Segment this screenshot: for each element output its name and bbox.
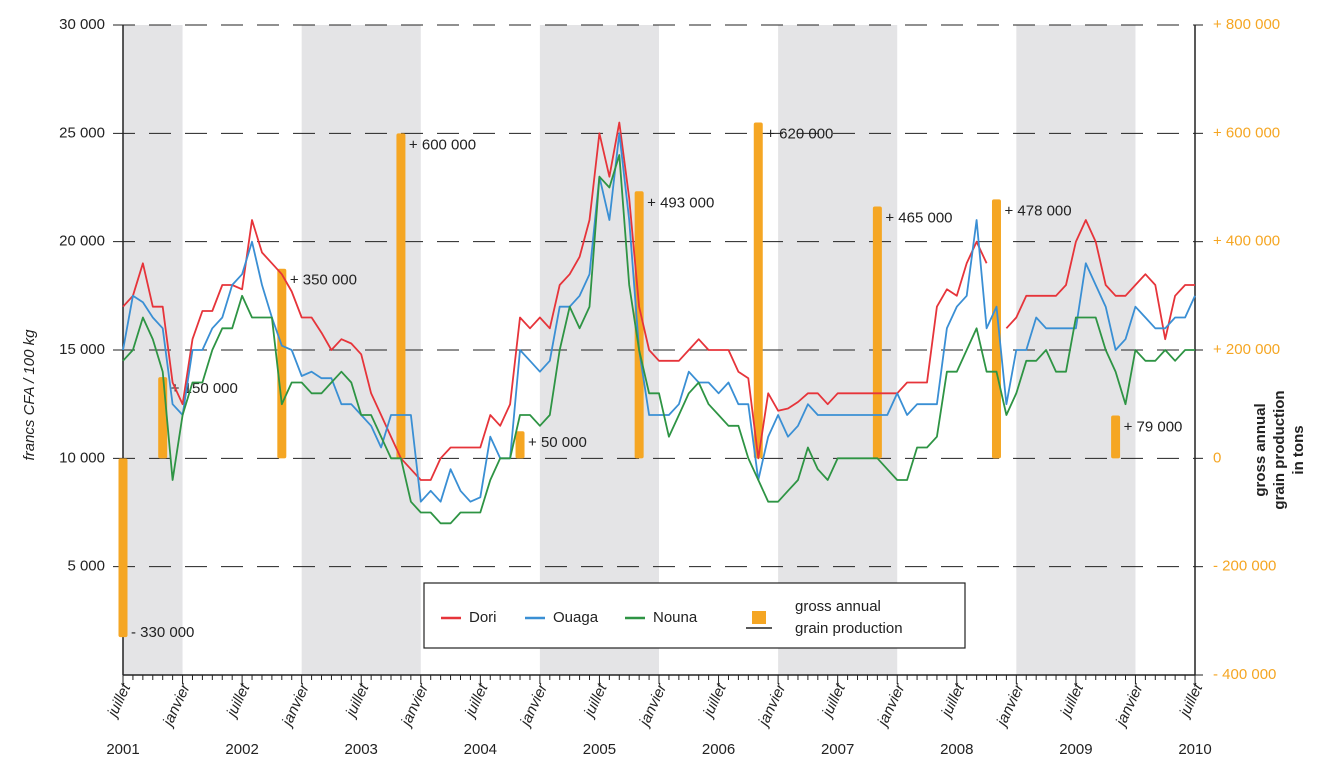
legend-label: gross annual grain production — [795, 598, 903, 637]
y2-tick-label: 0 — [1213, 449, 1221, 466]
value-label: + 493 000 — [647, 194, 714, 211]
year-label: 2001 — [106, 741, 139, 758]
value-label: + 79 000 — [1124, 419, 1183, 436]
value-label: + 150 000 — [171, 380, 238, 397]
value-label: + 478 000 — [1004, 202, 1071, 219]
y2-tick-label: + 600 000 — [1213, 124, 1280, 141]
x-tick-label: juillet — [1056, 680, 1087, 721]
x-tick-label: juillet — [580, 680, 611, 721]
series-line — [122, 154, 1195, 525]
value-label: + 350 000 — [290, 272, 357, 289]
x-tick-label: janvier — [635, 680, 670, 730]
x-tick-label: janvier — [278, 680, 313, 730]
value-label: + 620 000 — [766, 125, 833, 142]
year-label: 2003 — [345, 741, 378, 758]
legend-swatch — [752, 611, 766, 624]
y-tick-label: 15 000 — [59, 341, 105, 358]
x-tick-label: juillet — [342, 680, 373, 721]
year-label: 2008 — [940, 741, 973, 758]
legend-box — [423, 582, 966, 649]
value-label: + 465 000 — [885, 209, 952, 226]
year-label: 2005 — [583, 741, 616, 758]
y-tick-label: 5 000 — [67, 558, 105, 575]
x-tick-label: janvier — [397, 680, 432, 730]
year-label: 2009 — [1059, 741, 1092, 758]
y2-tick-label: + 800 000 — [1213, 16, 1280, 33]
y-axis-title: francs CFA / 100 kg — [21, 329, 38, 461]
y2-tick-label: - 400 000 — [1213, 666, 1276, 683]
production-bar — [158, 377, 168, 459]
value-label: + 50 000 — [528, 434, 587, 451]
y2-tick-label: + 400 000 — [1213, 233, 1280, 250]
x-tick-label: juillet — [937, 680, 968, 721]
y-tick-label: 30 000 — [59, 16, 105, 33]
value-label: + 600 000 — [409, 136, 476, 153]
y2-tick-label: + 200 000 — [1213, 341, 1280, 358]
x-tick-label: janvier — [1112, 680, 1147, 730]
y-tick-label: 10 000 — [59, 449, 105, 466]
x-tick-label: janvier — [516, 680, 551, 730]
production-bar — [991, 199, 1001, 459]
year-label: 2002 — [225, 741, 258, 758]
x-tick-label: juillet — [818, 680, 849, 721]
legend-label: Ouaga — [553, 609, 599, 626]
x-tick-label: janvier — [874, 680, 909, 730]
production-bar — [118, 458, 128, 638]
y2-tick-label: - 200 000 — [1213, 558, 1276, 575]
production-bar — [1111, 415, 1121, 459]
x-tick-label: juillet — [461, 680, 492, 721]
legend-label: Nouna — [653, 609, 698, 626]
x-tick-label: juillet — [1176, 680, 1207, 721]
production-bar — [872, 206, 882, 459]
year-label: 2007 — [821, 741, 854, 758]
legend-label: Dori — [469, 609, 497, 626]
series-line — [122, 121, 1195, 481]
y-tick-label: 25 000 — [59, 124, 105, 141]
series-line — [122, 132, 1196, 503]
y-tick-label: 20 000 — [59, 233, 105, 250]
x-tick-label: janvier — [993, 680, 1028, 730]
year-label: 2004 — [464, 741, 497, 758]
x-tick-label: juillet — [223, 680, 254, 721]
production-bar — [753, 122, 763, 459]
production-bar — [396, 133, 406, 459]
production-bar — [634, 191, 644, 459]
value-label: - 330 000 — [131, 624, 194, 641]
production-bar — [515, 431, 525, 459]
y2-axis-title: gross annual grain production in tons — [1252, 390, 1307, 509]
year-label: 2006 — [702, 741, 735, 758]
production-bar — [277, 268, 287, 459]
x-tick-label: juillet — [104, 680, 135, 721]
y2-axis-title-text: gross annual grain production in tons — [1252, 390, 1307, 509]
x-tick-label: janvier — [754, 680, 789, 730]
x-tick-label: juillet — [699, 680, 730, 721]
x-tick-label: janvier — [159, 680, 194, 730]
year-label: 2010 — [1178, 741, 1211, 758]
